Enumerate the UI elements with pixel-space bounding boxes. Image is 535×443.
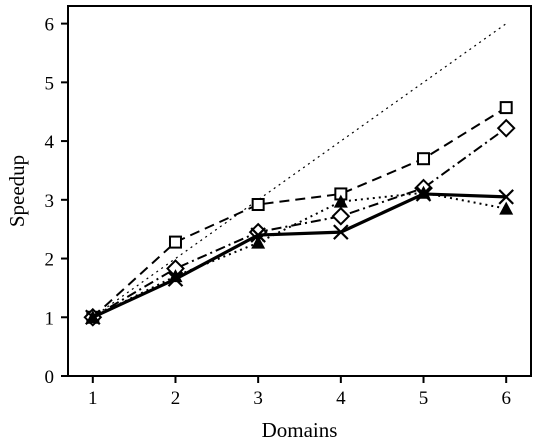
y-tick-label: 5 bbox=[45, 73, 55, 94]
axes: 1 2 3 4 5 6 0 1 2 3 4 5 6 bbox=[45, 5, 532, 409]
y-tick-label: 2 bbox=[45, 250, 55, 271]
y-tick-label: 4 bbox=[45, 132, 55, 153]
plot-frame bbox=[67, 5, 532, 377]
square-marker bbox=[417, 152, 431, 166]
series-line-squares bbox=[92, 106, 507, 319]
series-line-triangles bbox=[92, 191, 507, 319]
diamond-marker bbox=[496, 118, 516, 138]
x-tick-label: 1 bbox=[88, 388, 98, 409]
square-marker bbox=[499, 101, 513, 115]
x-marker bbox=[250, 227, 266, 243]
x-tick-label: 2 bbox=[171, 388, 181, 409]
x-marker bbox=[167, 271, 184, 287]
triangle-marker bbox=[499, 201, 514, 215]
x-marker bbox=[498, 189, 514, 205]
diamond-marker bbox=[331, 206, 351, 226]
y-tick-label: 1 bbox=[45, 308, 55, 329]
series-layer bbox=[83, 23, 516, 327]
x-tick-label: 4 bbox=[336, 388, 346, 409]
x-marker bbox=[333, 224, 349, 240]
series-line-crosses bbox=[92, 192, 507, 319]
y-axis-label: Speedup bbox=[5, 155, 29, 227]
series-crosses bbox=[85, 186, 514, 326]
triangle-marker bbox=[333, 194, 348, 208]
series-line-ideal bbox=[92, 23, 507, 318]
x-marker bbox=[85, 309, 101, 326]
series-diamonds bbox=[83, 118, 516, 327]
y-tick-label: 0 bbox=[45, 367, 55, 388]
square-marker bbox=[168, 235, 182, 249]
x-tick-label: 3 bbox=[253, 388, 263, 409]
series-line-diamonds bbox=[92, 127, 507, 319]
x-tick-label: 6 bbox=[501, 388, 511, 409]
x-tick-label: 5 bbox=[419, 388, 429, 409]
series-ideal bbox=[92, 23, 507, 318]
square-marker bbox=[251, 198, 265, 212]
x-marker bbox=[415, 186, 432, 202]
triangle-marker bbox=[251, 235, 266, 249]
x-axis-label: Domains bbox=[262, 418, 338, 442]
y-tick-label: 6 bbox=[45, 15, 55, 36]
series-triangles bbox=[85, 185, 514, 324]
y-tick-label: 3 bbox=[45, 191, 55, 212]
